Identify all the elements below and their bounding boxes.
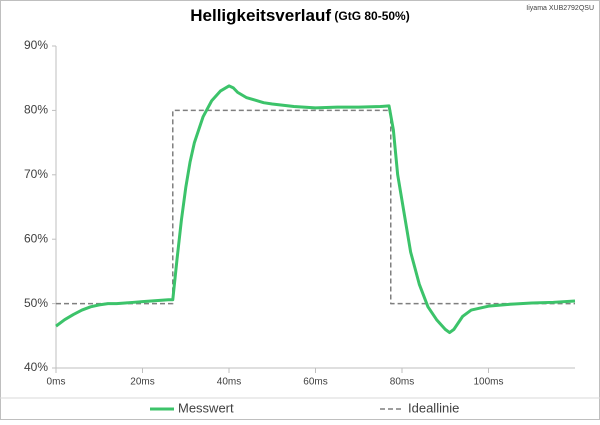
x-tick-label: 60ms [303, 377, 327, 388]
series-line [56, 109, 575, 305]
legend-label: Ideallinie [408, 400, 459, 415]
x-tick-label: 20ms [130, 377, 154, 388]
chart-title: Helligkeitsverlauf (GtG 80-50%) [190, 6, 409, 25]
legend-label: Messwert [178, 400, 234, 415]
x-tick-label: 0ms [47, 377, 66, 388]
y-tick-label: 50% [24, 296, 48, 310]
title: Helligkeitsverlauf [190, 6, 331, 25]
y-tick-label: 80% [24, 103, 48, 117]
y-tick-label: 90% [24, 38, 48, 52]
x-tick-label: 80ms [390, 377, 414, 388]
y-tick-label: 60% [24, 231, 48, 245]
x-tick-label: 100ms [473, 377, 503, 388]
series-line [55, 84, 576, 335]
annotation: Iiyama XUB2792QSU [526, 5, 594, 12]
x-tick-label: 40ms [217, 377, 241, 388]
subtitle: (GtG 80-50%) [334, 9, 409, 23]
y-tick-label: 40% [24, 360, 48, 374]
y-tick-label: 70% [24, 167, 48, 181]
